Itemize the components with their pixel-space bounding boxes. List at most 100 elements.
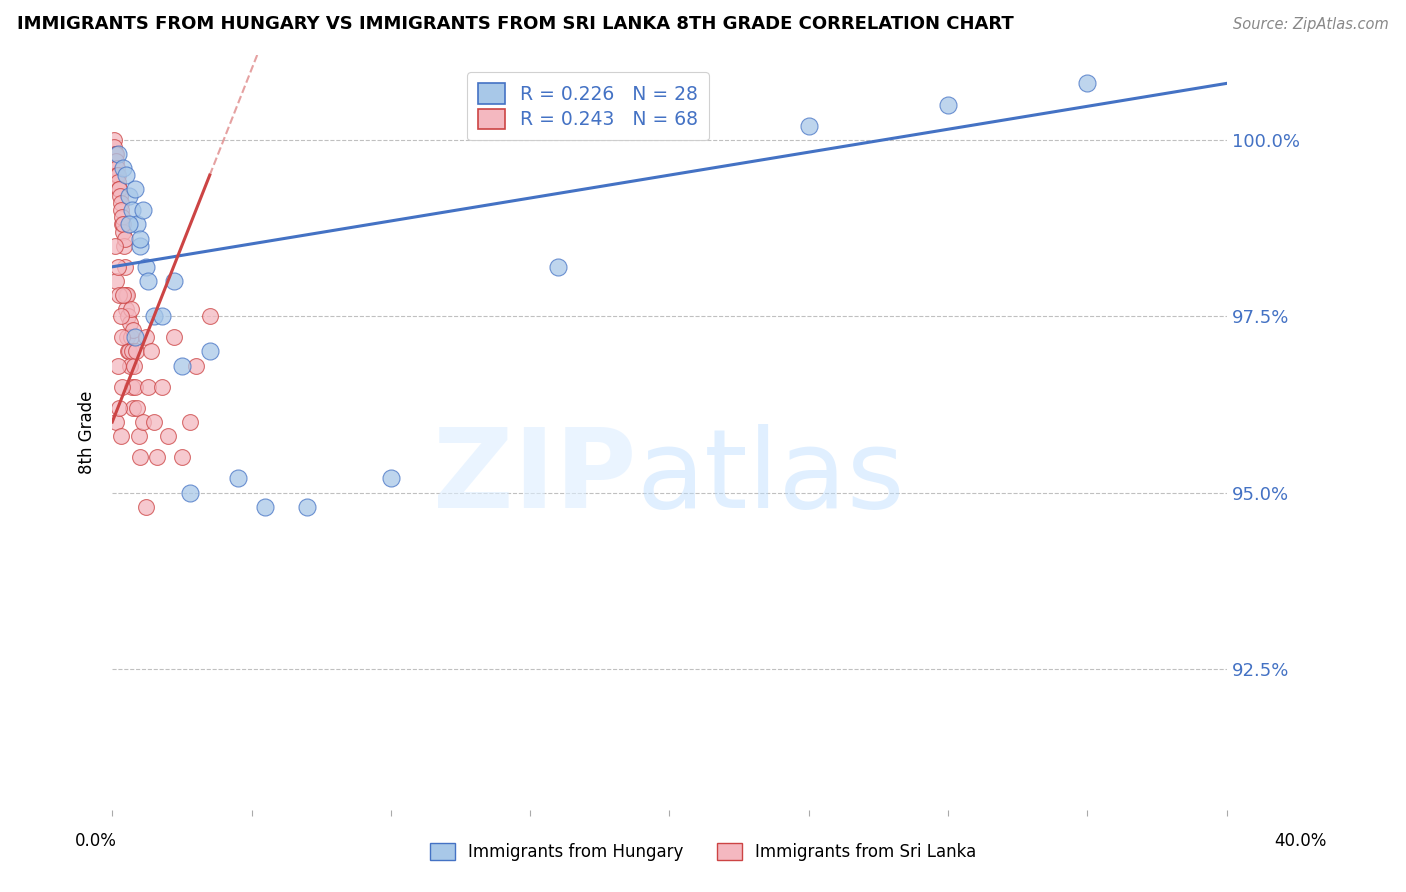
Point: [1076, 76, 1098, 90]
Point: [127, 218, 149, 232]
Point: [114, 231, 136, 245]
Point: [117, 309, 139, 323]
Point: [138, 274, 160, 288]
Point: [121, 323, 143, 337]
Point: [135, 260, 157, 274]
Point: [108, 401, 131, 415]
Point: [170, 359, 193, 373]
Point: [143, 309, 166, 323]
Point: [103, 140, 125, 154]
Point: [110, 196, 132, 211]
Point: [108, 288, 131, 302]
Point: [104, 147, 127, 161]
Point: [797, 119, 820, 133]
Point: [122, 401, 145, 415]
Point: [117, 330, 139, 344]
Point: [118, 218, 141, 232]
Point: [198, 309, 221, 323]
Point: [547, 260, 569, 274]
Point: [254, 500, 277, 514]
Text: atlas: atlas: [636, 425, 904, 532]
Point: [179, 485, 201, 500]
Text: Source: ZipAtlas.com: Source: ZipAtlas.com: [1233, 18, 1389, 32]
Legend: R = 0.226   N = 28, R = 0.243   N = 68: R = 0.226 N = 28, R = 0.243 N = 68: [467, 72, 709, 140]
Point: [125, 344, 148, 359]
Point: [152, 309, 174, 323]
Point: [108, 182, 131, 196]
Point: [170, 450, 193, 465]
Point: [184, 359, 207, 373]
Point: [108, 189, 131, 203]
Point: [112, 161, 135, 175]
Legend: Immigrants from Hungary, Immigrants from Sri Lanka: Immigrants from Hungary, Immigrants from…: [423, 836, 983, 868]
Point: [110, 203, 132, 218]
Point: [132, 203, 155, 218]
Point: [118, 316, 141, 330]
Point: [104, 238, 127, 252]
Point: [112, 288, 135, 302]
Point: [297, 500, 319, 514]
Point: [107, 175, 129, 189]
Point: [129, 450, 152, 465]
Point: [111, 218, 134, 232]
Point: [105, 415, 128, 429]
Point: [117, 344, 139, 359]
Point: [129, 238, 152, 252]
Point: [162, 274, 184, 288]
Point: [143, 415, 166, 429]
Point: [111, 225, 134, 239]
Point: [111, 330, 134, 344]
Point: [110, 309, 132, 323]
Point: [112, 218, 135, 232]
Point: [124, 182, 146, 196]
Point: [162, 330, 184, 344]
Point: [122, 359, 145, 373]
Point: [121, 380, 143, 394]
Point: [129, 231, 152, 245]
Point: [107, 147, 129, 161]
Point: [380, 471, 402, 485]
Point: [121, 203, 143, 218]
Text: 40.0%: 40.0%: [1274, 831, 1327, 849]
Point: [120, 359, 142, 373]
Point: [146, 450, 169, 465]
Point: [104, 147, 127, 161]
Point: [107, 168, 129, 182]
Point: [141, 344, 163, 359]
Point: [105, 153, 128, 168]
Point: [127, 401, 149, 415]
Point: [118, 344, 141, 359]
Point: [115, 168, 138, 182]
Text: IMMIGRANTS FROM HUNGARY VS IMMIGRANTS FROM SRI LANKA 8TH GRADE CORRELATION CHART: IMMIGRANTS FROM HUNGARY VS IMMIGRANTS FR…: [17, 15, 1014, 33]
Point: [120, 302, 142, 317]
Point: [152, 380, 174, 394]
Point: [103, 133, 125, 147]
Point: [105, 161, 128, 175]
Point: [112, 238, 135, 252]
Point: [111, 211, 134, 225]
Y-axis label: 8th Grade: 8th Grade: [79, 391, 96, 475]
Point: [110, 429, 132, 443]
Point: [115, 302, 138, 317]
Text: 0.0%: 0.0%: [75, 831, 117, 849]
Point: [135, 500, 157, 514]
Point: [124, 380, 146, 394]
Point: [179, 415, 201, 429]
Point: [105, 274, 128, 288]
Point: [111, 380, 134, 394]
Point: [108, 182, 131, 196]
Point: [105, 168, 128, 182]
Point: [114, 260, 136, 274]
Point: [135, 330, 157, 344]
Point: [156, 429, 179, 443]
Point: [120, 330, 142, 344]
Point: [138, 380, 160, 394]
Point: [128, 429, 150, 443]
Point: [118, 189, 141, 203]
Point: [121, 344, 143, 359]
Point: [107, 359, 129, 373]
Point: [124, 330, 146, 344]
Point: [936, 97, 959, 112]
Point: [114, 288, 136, 302]
Point: [115, 288, 138, 302]
